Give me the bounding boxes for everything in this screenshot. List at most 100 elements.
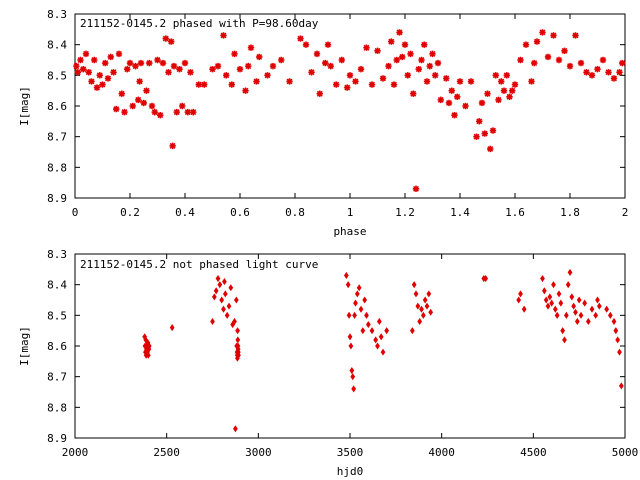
phased-data-point xyxy=(528,78,535,85)
unphased-data-point xyxy=(409,327,415,335)
phased-data-point xyxy=(503,72,510,79)
phased-data-point xyxy=(148,102,156,110)
unphased-data-point xyxy=(565,281,571,289)
unphased-data-point xyxy=(233,296,239,304)
unphased-data-point xyxy=(545,302,551,310)
phased-data-point xyxy=(159,59,167,67)
phased-data-point xyxy=(247,44,255,51)
phased-data-point xyxy=(346,72,354,79)
unphased-data-point xyxy=(613,327,619,335)
phased-data-point xyxy=(522,41,530,48)
phased-data-point xyxy=(324,41,332,48)
phased-data-point xyxy=(113,105,120,113)
phased-data-point xyxy=(201,81,208,88)
unphased-data-point xyxy=(571,302,577,310)
phased-data-point xyxy=(423,78,431,85)
phased-xlabel: phase xyxy=(333,225,366,238)
phased-data-point xyxy=(286,78,293,85)
unphased-data-point xyxy=(589,305,595,313)
unphased-y-tick-label: 8.6 xyxy=(47,340,67,353)
phased-data-point xyxy=(344,84,351,91)
unphased-data-point xyxy=(419,305,424,313)
phased-y-tick-label: 8.9 xyxy=(47,192,67,205)
phased-data-point xyxy=(170,62,178,70)
unphased-data-point xyxy=(552,305,558,313)
phased-data-point xyxy=(407,50,414,58)
unphased-data-point xyxy=(573,308,578,316)
phased-data-point xyxy=(168,38,175,45)
unphased-data-point xyxy=(376,317,382,326)
phased-data-point xyxy=(82,50,90,58)
phased-data-point xyxy=(302,41,310,48)
unphased-data-point xyxy=(483,274,489,283)
phased-data-point xyxy=(432,72,439,79)
unphased-data-point xyxy=(563,311,569,319)
unphased-data-point xyxy=(618,382,624,390)
unphased-data-point xyxy=(353,299,358,307)
unphased-data-point xyxy=(380,348,386,356)
unphased-data-point xyxy=(210,317,215,326)
unphased-data-point xyxy=(547,293,553,301)
phased-data-point xyxy=(151,108,158,116)
phased-data-point xyxy=(390,81,398,88)
unphased-data-point xyxy=(222,278,227,286)
unphased-data-point xyxy=(356,284,362,292)
phased-data-point xyxy=(209,66,216,73)
phased-data-point xyxy=(179,102,186,110)
phased-data-point xyxy=(118,90,125,97)
unphased-data-point xyxy=(411,281,417,289)
unphased-y-tick-label: 8.3 xyxy=(47,248,67,261)
phased-data-point xyxy=(253,78,260,85)
unphased-data-point xyxy=(224,311,230,319)
unphased-x-tick-label: 3000 xyxy=(245,446,272,459)
phased-data-point xyxy=(176,66,183,73)
phased-data-point xyxy=(126,59,134,67)
unphased-data-point xyxy=(350,373,356,381)
phased-data-point xyxy=(566,62,574,70)
phased-data-point xyxy=(132,62,139,70)
phased-data-point xyxy=(181,59,189,67)
phased-data-point xyxy=(368,81,376,88)
unphased-data-point xyxy=(558,299,564,307)
phased-y-tick-label: 8.7 xyxy=(47,131,67,144)
phased-data-point xyxy=(187,69,194,76)
unphased-data-point xyxy=(145,351,151,359)
phased-data-point xyxy=(473,133,480,140)
unphased-x-tick-label: 3500 xyxy=(337,446,364,459)
unphased-data-point xyxy=(232,317,237,326)
phased-data-point xyxy=(85,69,92,76)
phased-data-point xyxy=(500,87,508,94)
unphased-data-point xyxy=(417,317,423,326)
unphased-data-point xyxy=(569,293,575,301)
phased-y-ticks: 8.3 8.4 8.5 8.6 8.7 8.8 8.9 xyxy=(47,8,625,205)
unphased-y-tick-label: 8.5 xyxy=(47,309,67,322)
phased-data-point xyxy=(555,56,563,64)
unphased-data-point xyxy=(146,342,152,350)
unphased-data-point xyxy=(213,287,219,295)
phased-data-point xyxy=(401,41,409,48)
phased-data-point xyxy=(96,72,103,79)
phased-data-point xyxy=(129,102,136,110)
unphased-data-point xyxy=(595,296,600,304)
phased-x-tick-label: 0.4 xyxy=(175,206,195,219)
unphased-data-point xyxy=(211,293,217,301)
unphased-data-point xyxy=(384,327,390,335)
phased-data-point xyxy=(88,78,95,85)
phased-data-point xyxy=(429,50,436,58)
phased-data-point xyxy=(550,32,557,39)
unphased-data-points xyxy=(142,268,624,433)
unphased-data-point xyxy=(413,290,419,298)
phased-x-tick-label: 1 xyxy=(347,206,354,219)
unphased-data-point xyxy=(560,327,566,335)
unphased-data-point xyxy=(352,311,357,319)
phased-x-tick-label: 0.2 xyxy=(120,206,140,219)
phased-data-point xyxy=(476,118,483,125)
phased-data-point xyxy=(363,44,370,51)
phased-data-point xyxy=(462,102,469,110)
unphased-data-point xyxy=(358,305,364,313)
phased-x-tick-label: 1.2 xyxy=(395,206,415,219)
unphased-data-point xyxy=(236,351,241,359)
phased-data-point xyxy=(184,108,191,116)
unphased-y-tick-label: 8.4 xyxy=(47,279,67,292)
